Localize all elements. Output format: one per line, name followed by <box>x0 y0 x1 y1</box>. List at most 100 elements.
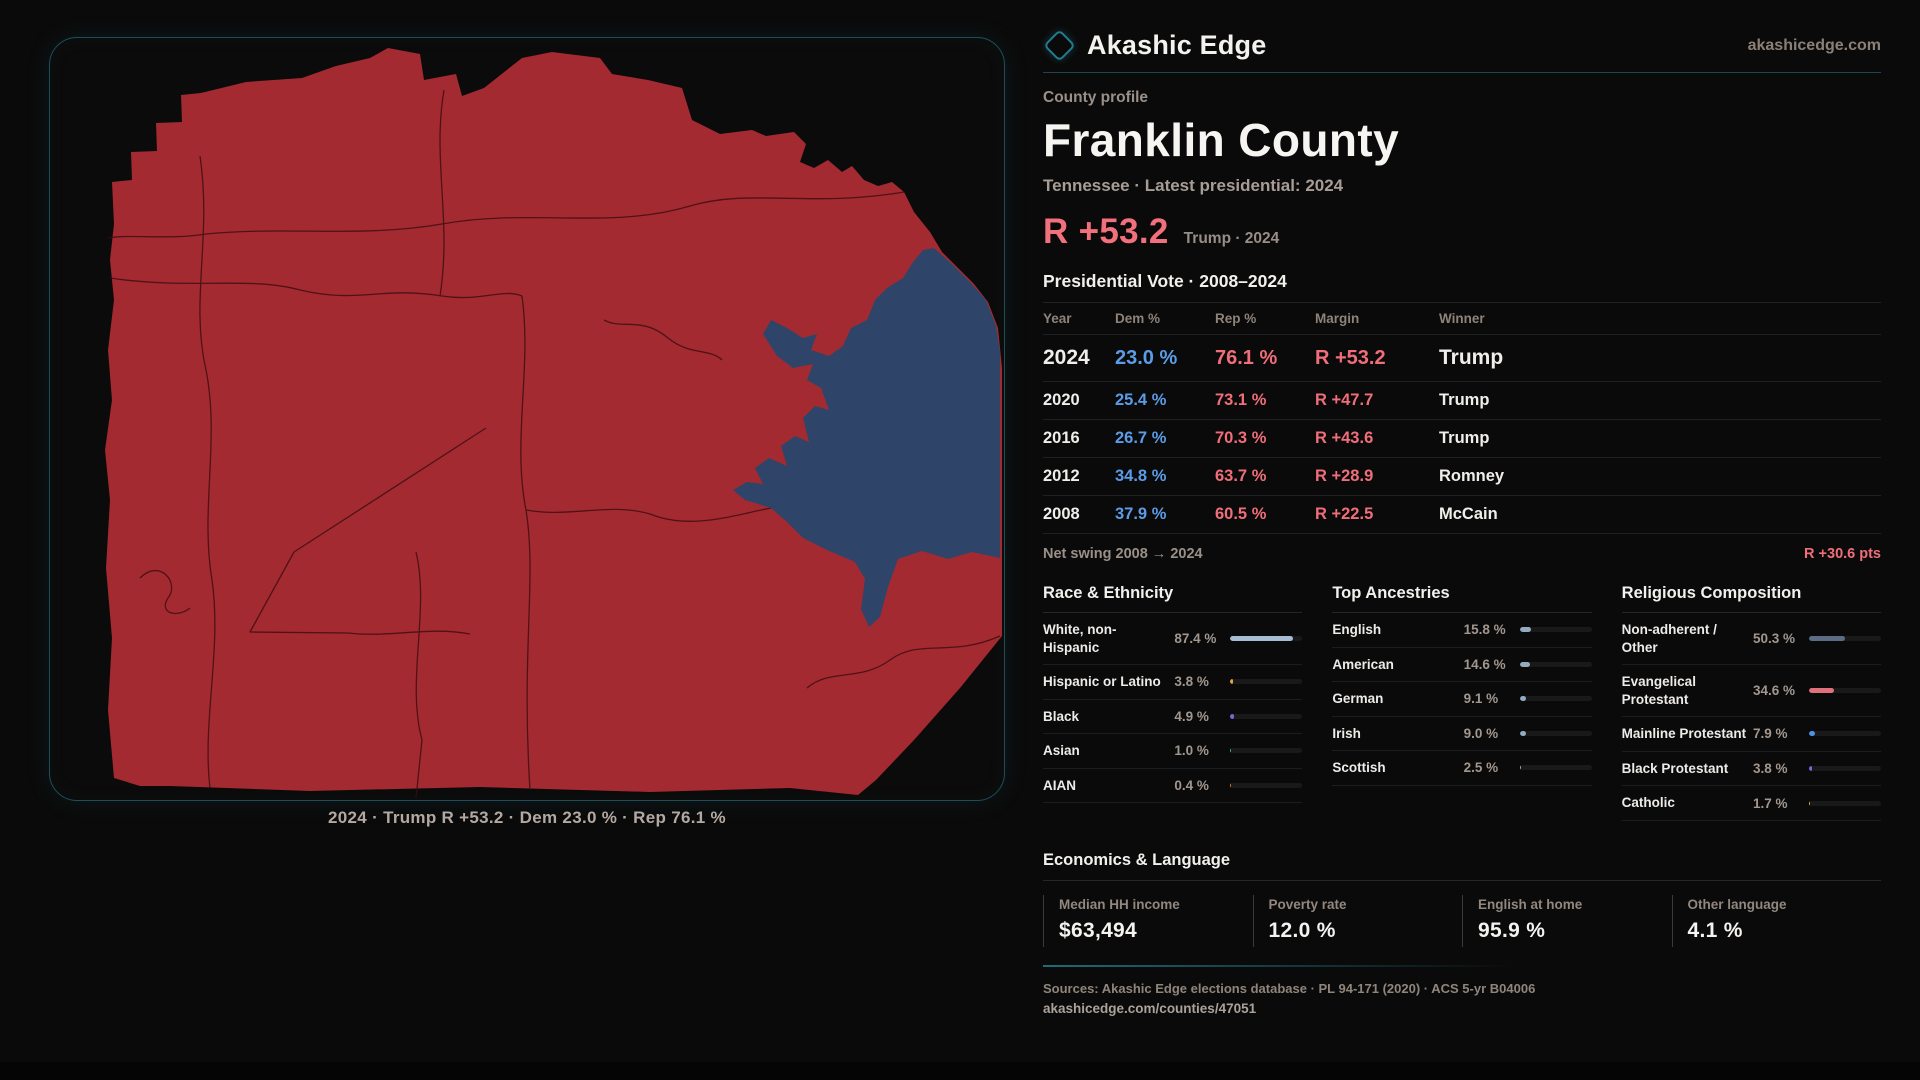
demographic-bar-fill <box>1519 696 1527 702</box>
vote-table-title: Presidential Vote · 2008–2024 <box>1043 271 1287 291</box>
demographic-label: AIAN <box>1043 777 1076 793</box>
vote-table: Year Dem % Rep % Margin Winner 2024 23.0… <box>1043 302 1881 562</box>
demographic-bar-fill <box>1230 783 1232 788</box>
demographic-label: Catholic <box>1621 795 1675 811</box>
economics-section: Economics & Language Median HH income $6… <box>1043 851 1881 967</box>
map-caption: 2024 · Trump R +53.2 · Dem 23.0 % · Rep … <box>328 808 726 827</box>
demographic-row: American 14.6 % <box>1332 648 1592 683</box>
demographic-row: English 15.8 % <box>1332 613 1592 648</box>
demographic-bar <box>1230 748 1303 754</box>
vote-rep-share: 63.7 % <box>1215 467 1267 485</box>
demographic-value: 15.8 % <box>1463 622 1506 638</box>
demographic-bar <box>1230 713 1303 719</box>
demographic-column-title: Religious Composition <box>1621 584 1881 613</box>
county-map <box>105 48 1002 799</box>
demographic-bar-fill <box>1519 627 1532 633</box>
demographic-value: 3.8 % <box>1174 674 1209 690</box>
vote-winner: Romney <box>1439 467 1505 485</box>
demographic-value: 3.8 % <box>1753 761 1788 776</box>
demographic-bar-fill <box>1230 713 1234 719</box>
stat-label: English at home <box>1478 896 1583 912</box>
demographic-value: 1.7 % <box>1753 795 1788 811</box>
demographic-row: Catholic 1.7 % <box>1621 786 1881 821</box>
stat-value: 12.0 % <box>1268 918 1336 942</box>
headline-margin-note: Trump · 2024 <box>1183 230 1280 247</box>
stat-card: Poverty rate 12.0 % <box>1252 894 1463 947</box>
vote-dem-share: 37.9 % <box>1115 505 1167 523</box>
demographic-label: German <box>1332 691 1384 707</box>
demographic-row: Mainline Protestant 7.9 % <box>1621 717 1881 752</box>
demographic-label: Black Protestant <box>1621 760 1729 776</box>
sources-text: Sources: Akashic Edge elections database… <box>1043 980 1536 996</box>
demographic-row: Black 4.9 % <box>1043 700 1303 735</box>
county-shape-republican <box>105 48 1002 795</box>
demographic-label: Scottish <box>1332 760 1386 776</box>
accent-line <box>1043 964 1513 967</box>
demographic-bar-fill <box>1809 800 1811 806</box>
demographic-row: German 9.1 % <box>1332 682 1592 717</box>
demographic-label: Mainline Protestant <box>1621 726 1747 742</box>
demographic-label: Evangelical Protestant <box>1621 674 1696 707</box>
demographic-bar-fill <box>1809 688 1834 694</box>
demographic-row: Black Protestant 3.8 % <box>1621 752 1881 787</box>
bottom-strip <box>0 1062 1920 1080</box>
demographic-bar <box>1230 679 1303 685</box>
demographic-column: Race & Ethnicity White, non-Hispanic 87.… <box>1043 584 1303 821</box>
headline-margin-value: R +53.2 <box>1043 212 1169 251</box>
vote-year: 2020 <box>1043 391 1080 409</box>
net-swing-row: Net swing 2008 → 2024 R +30.6 pts <box>1043 534 1881 562</box>
demographic-label: American <box>1332 656 1394 672</box>
brand-diamond-icon <box>1043 29 1076 62</box>
demographic-value: 7.9 % <box>1753 726 1788 742</box>
vote-winner: McCain <box>1439 505 1498 523</box>
demographic-value: 1.0 % <box>1174 743 1209 759</box>
demographic-value: 14.6 % <box>1463 656 1506 672</box>
vote-margin: R +43.6 <box>1315 429 1374 447</box>
col-winner: Winner <box>1439 311 1485 326</box>
demographic-row: White, non-Hispanic 87.4 % <box>1043 613 1303 666</box>
demographic-value: 9.1 % <box>1463 691 1499 707</box>
precinct-boundaries <box>107 89 1001 799</box>
demographic-value: 87.4 % <box>1174 631 1217 647</box>
stat-value: 95.9 % <box>1478 918 1546 942</box>
demographic-label: Hispanic or Latino <box>1043 674 1161 690</box>
demographic-bar-fill <box>1519 661 1531 667</box>
stat-label: Poverty rate <box>1268 896 1347 912</box>
stat-card: Other language 4.1 % <box>1671 894 1882 947</box>
demographic-value: 50.3 % <box>1753 631 1796 647</box>
demographic-value: 2.5 % <box>1463 760 1499 776</box>
vote-margin: R +22.5 <box>1315 505 1374 523</box>
stat-label: Median HH income <box>1059 896 1180 912</box>
demographic-row: Asian 1.0 % <box>1043 734 1303 769</box>
vote-margin: R +53.2 <box>1315 347 1386 369</box>
county-shape-democratic <box>733 248 1000 627</box>
vote-dem-share: 23.0 % <box>1115 347 1178 369</box>
vote-table-row: 2016 26.7 % 70.3 % R +43.6 Trump <box>1043 420 1881 458</box>
stat-value: $63,494 <box>1059 918 1138 942</box>
headline-margin-row: R +53.2 Trump · 2024 <box>1043 212 1881 252</box>
demographic-value: 0.4 % <box>1174 778 1209 793</box>
stat-label: Other language <box>1687 896 1787 912</box>
demographic-column: Top Ancestries English 15.8 % American 1… <box>1332 584 1592 821</box>
demographic-bar-fill <box>1519 730 1527 736</box>
vote-rep-share: 76.1 % <box>1215 347 1278 369</box>
brand-domain-link[interactable]: akashicedge.com <box>1747 36 1881 54</box>
demographic-column-title: Race & Ethnicity <box>1043 584 1303 613</box>
permalink[interactable]: akashicedge.com/counties/47051 <box>1043 1000 1257 1016</box>
demographic-bar <box>1809 636 1881 642</box>
col-year: Year <box>1043 311 1072 326</box>
demographic-bar-fill <box>1519 765 1522 771</box>
profile-column: Akashic Edge akashicedge.com County prof… <box>1043 29 1881 1016</box>
net-swing-label: Net swing 2008 → 2024 <box>1043 546 1203 562</box>
vote-rep-share: 60.5 % <box>1215 505 1267 523</box>
page-title: Franklin County <box>1043 114 1400 166</box>
header-divider <box>1043 72 1881 73</box>
demographic-bar <box>1809 800 1881 806</box>
vote-margin: R +47.7 <box>1315 391 1374 409</box>
demographic-bar <box>1230 636 1303 642</box>
demographic-bar <box>1230 783 1303 788</box>
brand-name[interactable]: Akashic Edge <box>1087 30 1267 60</box>
vote-margin: R +28.9 <box>1315 467 1374 485</box>
demographic-label: English <box>1332 622 1382 637</box>
demographics-grid: Race & Ethnicity White, non-Hispanic 87.… <box>1043 584 1881 821</box>
